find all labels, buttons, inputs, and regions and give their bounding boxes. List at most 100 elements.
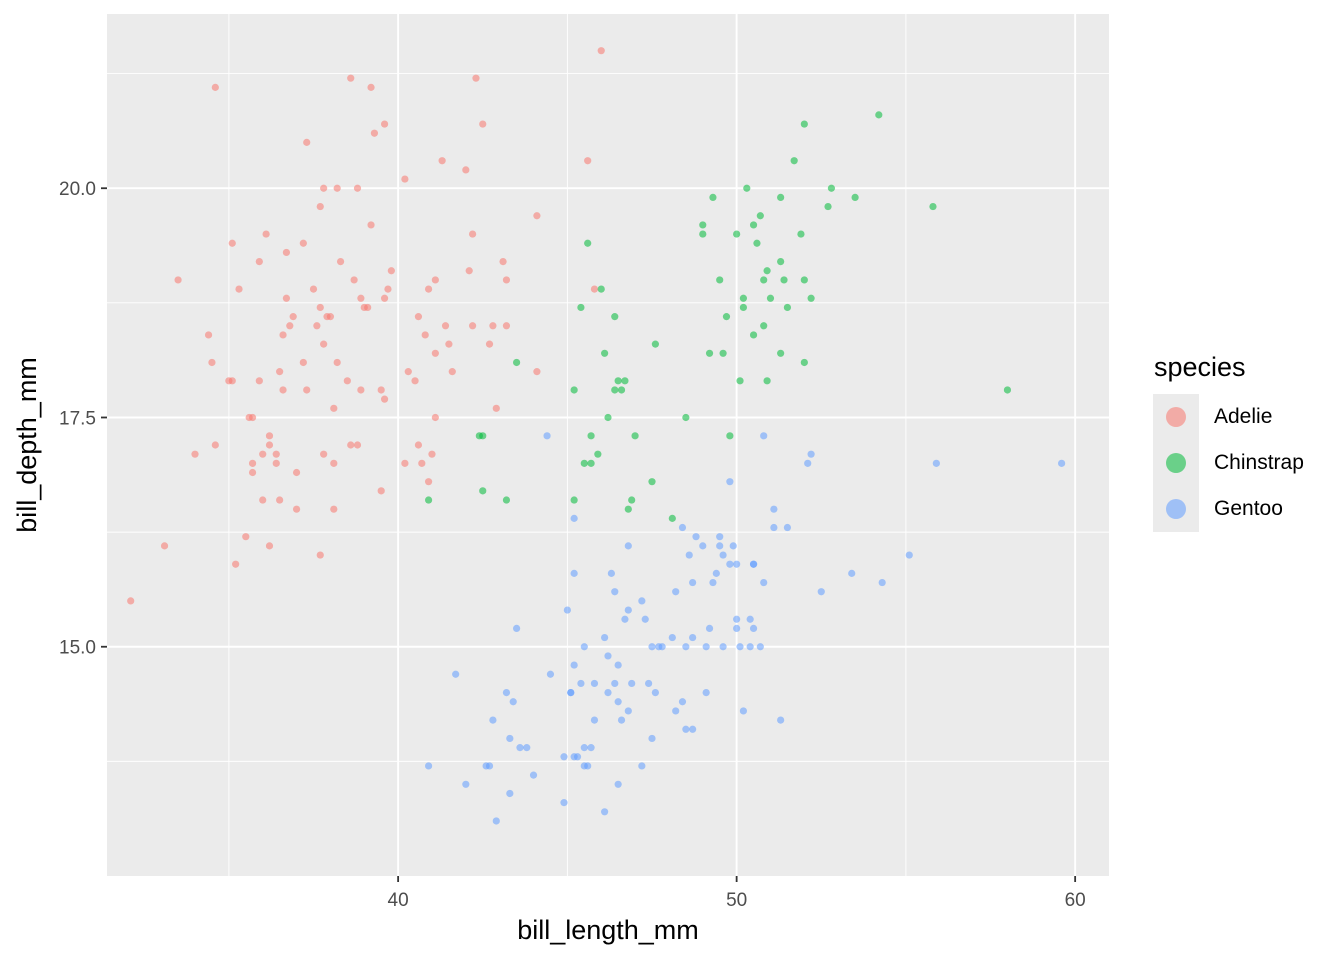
point-gentoo	[590, 679, 599, 688]
point-adelie	[468, 230, 477, 238]
point-gentoo	[733, 560, 741, 568]
point-adelie	[465, 267, 473, 275]
legend-dot-chinstrap	[1166, 453, 1186, 473]
point-adelie	[489, 322, 497, 330]
point-gentoo	[590, 716, 599, 724]
point-adelie	[330, 505, 338, 513]
point-gentoo	[807, 450, 815, 458]
legend-item-gentoo: Gentoo	[1153, 486, 1333, 532]
point-gentoo	[672, 707, 680, 715]
point-gentoo	[560, 753, 568, 761]
point-chinstrap	[709, 193, 717, 202]
point-adelie	[418, 459, 426, 467]
point-chinstrap	[624, 505, 632, 513]
legend-item-adelie: Adelie	[1153, 394, 1333, 440]
point-gentoo	[580, 643, 588, 651]
point-adelie	[401, 459, 409, 467]
point-chinstrap	[722, 313, 731, 321]
point-adelie	[259, 450, 267, 458]
point-gentoo	[523, 744, 531, 752]
point-gentoo	[729, 542, 737, 550]
point-gentoo	[573, 753, 582, 761]
point-gentoo	[567, 688, 575, 697]
point-adelie	[320, 450, 328, 458]
point-gentoo	[604, 688, 612, 697]
point-gentoo	[777, 716, 785, 724]
point-adelie	[428, 450, 436, 458]
point-gentoo	[678, 523, 687, 532]
point-gentoo	[685, 551, 693, 559]
point-chinstrap	[614, 377, 622, 385]
point-gentoo	[817, 588, 825, 596]
point-gentoo	[516, 744, 524, 752]
point-adelie	[235, 285, 243, 293]
point-adelie	[347, 74, 355, 82]
point-gentoo	[760, 432, 768, 440]
point-gentoo	[617, 716, 626, 724]
point-gentoo	[746, 615, 754, 623]
point-adelie	[255, 257, 263, 266]
point-gentoo	[577, 679, 585, 688]
legend-dot-adelie	[1166, 407, 1186, 427]
point-chinstrap	[777, 257, 785, 266]
point-chinstrap	[621, 377, 629, 385]
point-gentoo	[587, 744, 595, 752]
x-axis: 40 50 60	[388, 876, 1086, 911]
point-chinstrap	[424, 496, 433, 504]
point-chinstrap	[594, 450, 602, 458]
x-tick-label: 40	[388, 890, 409, 911]
point-gentoo	[651, 688, 659, 697]
point-adelie	[330, 459, 338, 467]
y-axis: 15.0 17.5 20.0	[59, 179, 107, 659]
point-adelie	[286, 322, 294, 330]
point-gentoo	[760, 578, 768, 587]
point-adelie	[316, 303, 324, 312]
point-gentoo	[614, 698, 622, 706]
point-adelie	[255, 377, 263, 385]
point-gentoo	[485, 762, 494, 770]
point-gentoo	[689, 578, 697, 587]
point-gentoo	[601, 633, 609, 642]
point-gentoo	[580, 744, 588, 752]
point-adelie	[485, 340, 494, 348]
point-adelie	[597, 47, 605, 55]
point-adelie	[248, 413, 257, 422]
point-chinstrap	[719, 349, 727, 357]
point-chinstrap	[743, 184, 751, 192]
point-adelie	[364, 303, 372, 312]
point-gentoo	[638, 597, 646, 605]
point-chinstrap	[777, 193, 785, 202]
point-gentoo	[848, 569, 856, 577]
point-chinstrap	[827, 184, 836, 192]
point-gentoo	[749, 624, 758, 633]
point-chinstrap	[763, 267, 771, 275]
point-gentoo	[736, 643, 744, 651]
point-adelie	[248, 459, 257, 467]
point-gentoo	[668, 633, 676, 642]
point-gentoo	[624, 606, 632, 614]
point-chinstrap	[929, 202, 937, 211]
point-adelie	[303, 138, 311, 146]
point-chinstrap	[682, 413, 690, 422]
point-gentoo	[638, 762, 646, 770]
point-gentoo	[570, 569, 578, 577]
point-adelie	[380, 395, 389, 403]
point-chinstrap	[756, 212, 764, 220]
legend-key	[1153, 440, 1199, 486]
point-gentoo	[560, 799, 568, 807]
point-chinstrap	[783, 303, 792, 312]
point-adelie	[421, 331, 429, 339]
minor-gridlines	[107, 14, 1109, 876]
point-gentoo	[621, 615, 629, 623]
point-chinstrap	[587, 459, 595, 467]
point-adelie	[191, 450, 199, 458]
point-chinstrap	[851, 193, 859, 202]
point-adelie	[462, 166, 470, 174]
point-adelie	[590, 285, 599, 293]
point-gentoo	[570, 661, 578, 669]
point-chinstrap	[753, 239, 761, 247]
point-chinstrap	[733, 230, 741, 238]
point-gentoo	[712, 569, 720, 577]
point-adelie	[265, 542, 274, 550]
